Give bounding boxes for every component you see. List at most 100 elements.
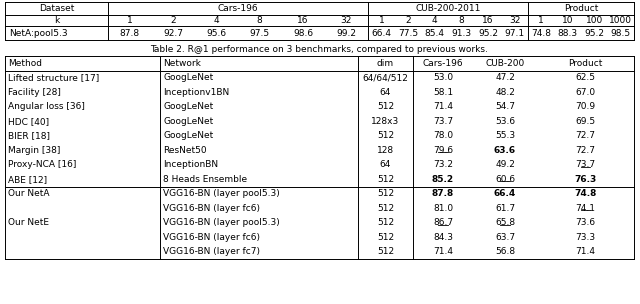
- Text: Margin [38]: Margin [38]: [8, 146, 60, 155]
- Text: Proxy-NCA [16]: Proxy-NCA [16]: [8, 160, 76, 169]
- Text: 54.7: 54.7: [495, 102, 515, 111]
- Text: Angular loss [36]: Angular loss [36]: [8, 102, 85, 111]
- Text: 512: 512: [377, 204, 394, 213]
- Text: 95.6: 95.6: [206, 29, 227, 37]
- Text: 74.8: 74.8: [531, 29, 551, 37]
- Text: 48.2: 48.2: [495, 88, 515, 97]
- Text: VGG16-BN (layer pool5.3): VGG16-BN (layer pool5.3): [163, 218, 280, 227]
- Text: Product: Product: [568, 59, 603, 68]
- Text: 95.2: 95.2: [584, 29, 604, 37]
- Text: 73.6: 73.6: [575, 218, 596, 227]
- Text: 77.5: 77.5: [398, 29, 418, 37]
- Text: 32: 32: [340, 16, 352, 25]
- Text: Method: Method: [8, 59, 42, 68]
- Text: 8 Heads Ensemble: 8 Heads Ensemble: [163, 175, 247, 184]
- Text: 70.9: 70.9: [575, 102, 596, 111]
- Text: VGG16-BN (layer fc7): VGG16-BN (layer fc7): [163, 247, 260, 256]
- Text: BIER [18]: BIER [18]: [8, 131, 50, 140]
- Text: 128: 128: [377, 146, 394, 155]
- Text: 98.5: 98.5: [611, 29, 631, 37]
- Text: 76.3: 76.3: [574, 175, 596, 184]
- Text: 66.4: 66.4: [371, 29, 391, 37]
- Text: 85.4: 85.4: [425, 29, 445, 37]
- Text: 512: 512: [377, 218, 394, 227]
- Text: 62.5: 62.5: [575, 73, 595, 82]
- Text: VGG16-BN (layer pool5.3): VGG16-BN (layer pool5.3): [163, 189, 280, 198]
- Text: 92.7: 92.7: [163, 29, 183, 37]
- Text: Cars-196: Cars-196: [422, 59, 463, 68]
- Text: 1000: 1000: [609, 16, 632, 25]
- Text: 78.0: 78.0: [433, 131, 453, 140]
- Text: 91.3: 91.3: [451, 29, 472, 37]
- Text: 128x3: 128x3: [371, 117, 399, 126]
- Text: 84.3: 84.3: [433, 233, 453, 242]
- Text: Table 2. R@1 performance on 3 benchmarks, compared to previous works.: Table 2. R@1 performance on 3 benchmarks…: [150, 44, 488, 54]
- Text: 1: 1: [127, 16, 132, 25]
- Text: 63.6: 63.6: [494, 146, 516, 155]
- Text: 2: 2: [405, 16, 411, 25]
- Text: ABE [12]: ABE [12]: [8, 175, 47, 184]
- Text: 512: 512: [377, 247, 394, 256]
- Text: 65.8: 65.8: [495, 218, 515, 227]
- Text: 71.4: 71.4: [575, 247, 595, 256]
- Text: 85.2: 85.2: [432, 175, 454, 184]
- Text: 95.2: 95.2: [478, 29, 498, 37]
- Text: InceptionBN: InceptionBN: [163, 160, 218, 169]
- Text: 74.8: 74.8: [574, 189, 596, 198]
- Text: 8: 8: [458, 16, 464, 25]
- Text: GoogLeNet: GoogLeNet: [163, 102, 213, 111]
- Text: Cars-196: Cars-196: [218, 4, 259, 13]
- Text: 66.4: 66.4: [494, 189, 516, 198]
- Text: 81.0: 81.0: [433, 204, 453, 213]
- Text: 97.1: 97.1: [504, 29, 525, 37]
- Text: NetA:pool5.3: NetA:pool5.3: [9, 29, 68, 37]
- Text: Our NetE: Our NetE: [8, 218, 49, 227]
- Text: 88.3: 88.3: [557, 29, 578, 37]
- Text: 512: 512: [377, 189, 394, 198]
- Text: Our NetA: Our NetA: [8, 189, 49, 198]
- Text: GoogLeNet: GoogLeNet: [163, 117, 213, 126]
- Text: 512: 512: [377, 175, 394, 184]
- Text: 100: 100: [586, 16, 603, 25]
- Text: 61.7: 61.7: [495, 204, 515, 213]
- Text: Dataset: Dataset: [39, 4, 74, 13]
- Text: 64: 64: [380, 160, 391, 169]
- Text: 49.2: 49.2: [495, 160, 515, 169]
- Text: 98.6: 98.6: [293, 29, 313, 37]
- Text: Lifted structure [17]: Lifted structure [17]: [8, 73, 99, 82]
- Text: HDC [40]: HDC [40]: [8, 117, 49, 126]
- Text: 16: 16: [483, 16, 493, 25]
- Text: 4: 4: [214, 16, 219, 25]
- Text: 53.6: 53.6: [495, 117, 515, 126]
- Text: 47.2: 47.2: [495, 73, 515, 82]
- Text: 64/64/512: 64/64/512: [363, 73, 408, 82]
- Text: 86.7: 86.7: [433, 218, 453, 227]
- Text: 1: 1: [538, 16, 544, 25]
- Text: 32: 32: [509, 16, 520, 25]
- Text: 87.8: 87.8: [120, 29, 140, 37]
- Text: Product: Product: [564, 4, 598, 13]
- Text: 99.2: 99.2: [337, 29, 356, 37]
- Text: 73.7: 73.7: [575, 160, 596, 169]
- Text: 10: 10: [562, 16, 573, 25]
- Text: 64: 64: [380, 88, 391, 97]
- Text: 72.7: 72.7: [575, 131, 595, 140]
- Text: ResNet50: ResNet50: [163, 146, 207, 155]
- Text: 512: 512: [377, 131, 394, 140]
- Text: 73.7: 73.7: [433, 117, 453, 126]
- Text: 79.6: 79.6: [433, 146, 453, 155]
- Text: 512: 512: [377, 102, 394, 111]
- Text: 55.3: 55.3: [495, 131, 515, 140]
- Text: GoogLeNet: GoogLeNet: [163, 131, 213, 140]
- Text: dim: dim: [377, 59, 394, 68]
- Text: 16: 16: [297, 16, 308, 25]
- Text: 63.7: 63.7: [495, 233, 515, 242]
- Text: 71.4: 71.4: [433, 102, 453, 111]
- Text: VGG16-BN (layer fc6): VGG16-BN (layer fc6): [163, 204, 260, 213]
- Text: Facility [28]: Facility [28]: [8, 88, 61, 97]
- Text: k: k: [54, 16, 59, 25]
- Text: 87.8: 87.8: [432, 189, 454, 198]
- Text: 73.3: 73.3: [575, 233, 596, 242]
- Text: 58.1: 58.1: [433, 88, 453, 97]
- Text: VGG16-BN (layer fc6): VGG16-BN (layer fc6): [163, 233, 260, 242]
